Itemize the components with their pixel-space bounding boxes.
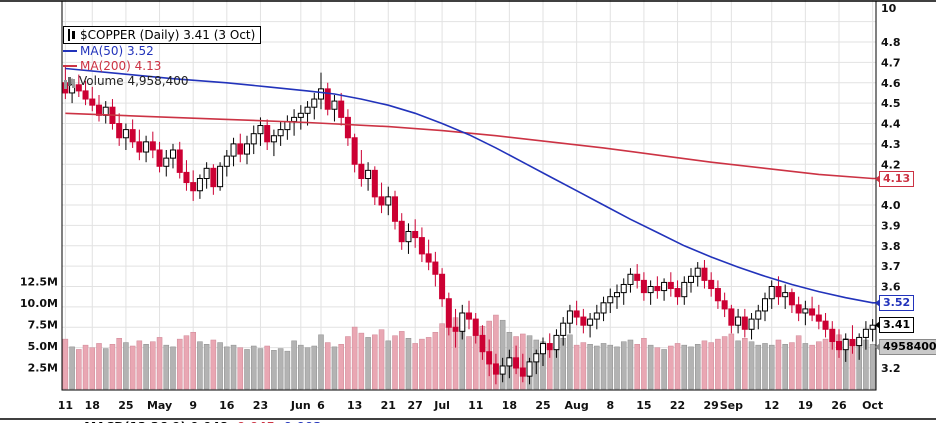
svg-text:26: 26 (831, 399, 847, 412)
svg-text:12: 12 (764, 399, 779, 412)
ma50-line (65, 67, 876, 304)
macd-hist-value: 0.003 (284, 420, 322, 423)
svg-text:3.6: 3.6 (881, 281, 901, 294)
svg-text:Aug: Aug (565, 399, 589, 412)
svg-text:3.9: 3.9 (881, 219, 901, 232)
date-axis-labels: 11 18 25 May 9 16 23 Jun 6 13 21 27 Jul 11 18 25 Aug 8 15 2… (58, 399, 883, 412)
svg-text:16: 16 (219, 399, 235, 412)
svg-text:18: 18 (85, 399, 100, 412)
svg-text:12.5M: 12.5M (20, 276, 58, 289)
gridlines (62, 0, 876, 390)
svg-text:19: 19 (798, 399, 813, 412)
ma50-legend-label: MA(50) 3.52 (80, 44, 154, 58)
ma200-legend-label: MA(200) 4.13 (80, 59, 162, 73)
volume-axis-labels: 12.5M 10.0M 7.5M 5.0M 2.5M (20, 276, 58, 375)
ma50-legend: MA(50) 3.52 (63, 44, 154, 58)
svg-text:Jul: Jul (433, 399, 450, 412)
volume-bars-icon (68, 76, 71, 86)
svg-text:4.0: 4.0 (881, 199, 901, 212)
svg-text:13: 13 (347, 399, 362, 412)
volume-legend: Volume 4,958,400 (63, 74, 189, 88)
ma50-line-icon (63, 50, 77, 52)
svg-text:4.8: 4.8 (881, 36, 901, 49)
candlestick-icon (67, 29, 77, 41)
svg-text:Sep: Sep (720, 399, 743, 412)
svg-text:11: 11 (468, 399, 483, 412)
svg-text:Jun: Jun (290, 399, 311, 412)
svg-text:May: May (147, 399, 172, 412)
ma200-line (65, 112, 876, 180)
svg-text:9: 9 (189, 399, 197, 412)
svg-text:8: 8 (606, 399, 614, 412)
svg-text:3.8: 3.8 (881, 240, 901, 253)
macd-panel-legend-clipped: MACD(12,26,9) 0.048, 0.045, 0.003 (63, 420, 322, 423)
svg-text:10.0M: 10.0M (20, 297, 58, 310)
svg-text:22: 22 (670, 399, 685, 412)
last-price-badge: 3.41 (874, 317, 915, 334)
ma50-value-badge: 3.52 (874, 294, 915, 311)
ma200-value-badge: 4.13 (874, 170, 915, 187)
volume-bars (62, 299, 876, 390)
svg-text:4.3: 4.3 (881, 138, 901, 151)
svg-text:7.5M: 7.5M (28, 319, 58, 332)
svg-text:21: 21 (381, 399, 396, 412)
volume-value-badge: 4958400 (875, 339, 936, 355)
svg-text:27: 27 (408, 399, 423, 412)
svg-text:4.5: 4.5 (881, 97, 901, 110)
svg-text:5.0M: 5.0M (28, 340, 58, 353)
svg-text:4.6: 4.6 (881, 77, 901, 90)
svg-text:15: 15 (636, 399, 651, 412)
chart-title: $COPPER (Daily) 3.41 (3 Oct) (80, 28, 256, 42)
svg-text:4.7: 4.7 (881, 56, 901, 69)
volume-legend-label: Volume 4,958,400 (79, 74, 189, 88)
svg-text:4.2: 4.2 (881, 158, 901, 171)
price-axis-labels: 10 4.8 4.7 4.6 4.5 4.4 4.3 4.2 4.0 3.9 3.8 3.7 3.6 3.… (881, 2, 901, 375)
svg-text:2.5M: 2.5M (28, 362, 58, 375)
svg-text:25: 25 (535, 399, 550, 412)
svg-text:10: 10 (881, 2, 897, 15)
macd-signal-value: 0.045, (237, 420, 280, 423)
svg-text:18: 18 (502, 399, 517, 412)
ma200-line-icon (63, 65, 77, 67)
svg-text:11: 11 (58, 399, 73, 412)
chart-title-box: $COPPER (Daily) 3.41 (3 Oct) (63, 26, 262, 44)
svg-text:23: 23 (253, 399, 268, 412)
svg-text:29: 29 (704, 399, 719, 412)
svg-text:3.7: 3.7 (881, 260, 901, 273)
svg-text:4.4: 4.4 (881, 118, 901, 131)
candlesticks (62, 66, 876, 385)
svg-text:6: 6 (317, 399, 325, 412)
macd-label: MACD(12,26,9) 0.048, (84, 420, 233, 423)
svg-text:3.2: 3.2 (881, 362, 901, 375)
svg-text:25: 25 (118, 399, 133, 412)
svg-text:Oct: Oct (862, 399, 883, 412)
ma200-legend: MA(200) 4.13 (63, 59, 161, 73)
